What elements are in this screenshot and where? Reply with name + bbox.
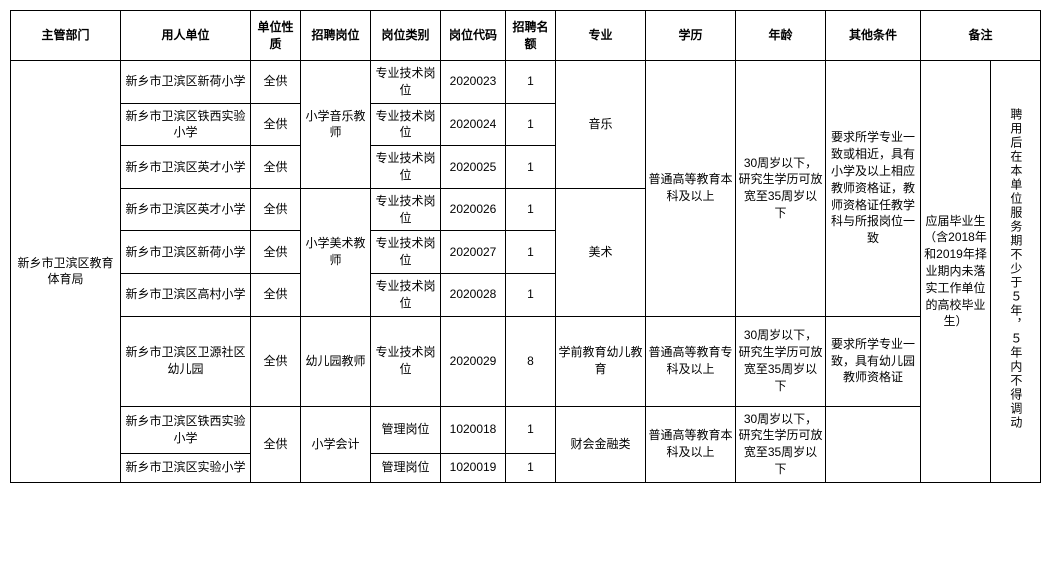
cell-position: 幼儿园教师 [301, 316, 371, 406]
cell-edu: 普通高等教育本科及以上 [646, 406, 736, 482]
table-row: 新乡市卫滨区教育体育局 新乡市卫滨区新荷小学 全供 小学音乐教师 专业技术岗位 … [11, 61, 1041, 104]
header-category: 岗位类别 [371, 11, 441, 61]
header-code: 岗位代码 [441, 11, 506, 61]
cell-category: 专业技术岗位 [371, 61, 441, 104]
cell-other [826, 406, 921, 482]
cell-category: 专业技术岗位 [371, 188, 441, 231]
cell-category: 专业技术岗位 [371, 231, 441, 274]
cell-remark2: 聘用后在本单位服务期不少于５年，５年内不得调动 [991, 61, 1041, 483]
header-remark: 备注 [921, 11, 1041, 61]
cell-age: 30周岁以下，研究生学历可放宽至35周岁以下 [736, 406, 826, 482]
cell-other: 要求所学专业一致或相近，具有小学及以上相应教师资格证，教师资格证任教学科与所报岗… [826, 61, 921, 317]
cell-category: 专业技术岗位 [371, 146, 441, 189]
header-nature: 单位性质 [251, 11, 301, 61]
cell-category: 专业技术岗位 [371, 273, 441, 316]
cell-category: 专业技术岗位 [371, 316, 441, 406]
cell-quota: 1 [506, 103, 556, 146]
cell-unit: 新乡市卫滨区卫源社区幼儿园 [121, 316, 251, 406]
cell-unit: 新乡市卫滨区新荷小学 [121, 231, 251, 274]
cell-major: 学前教育幼儿教育 [556, 316, 646, 406]
cell-code: 1020018 [441, 406, 506, 453]
cell-other: 要求所学专业一致，具有幼儿园教师资格证 [826, 316, 921, 406]
cell-age: 30周岁以下，研究生学历可放宽至35周岁以下 [736, 316, 826, 406]
cell-nature: 全供 [251, 61, 301, 104]
cell-unit: 新乡市卫滨区英才小学 [121, 188, 251, 231]
cell-position: 小学美术教师 [301, 188, 371, 316]
cell-unit: 新乡市卫滨区新荷小学 [121, 61, 251, 104]
cell-code: 2020023 [441, 61, 506, 104]
cell-category: 管理岗位 [371, 454, 441, 483]
cell-dept: 新乡市卫滨区教育体育局 [11, 61, 121, 483]
recruitment-table: 主管部门 用人单位 单位性质 招聘岗位 岗位类别 岗位代码 招聘名额 专业 学历… [10, 10, 1041, 483]
cell-quota: 1 [506, 61, 556, 104]
header-quota: 招聘名额 [506, 11, 556, 61]
cell-edu: 普通高等教育本科及以上 [646, 61, 736, 317]
cell-category: 专业技术岗位 [371, 103, 441, 146]
cell-position: 小学会计 [301, 406, 371, 482]
cell-quota: 1 [506, 273, 556, 316]
cell-code: 2020029 [441, 316, 506, 406]
table-row: 新乡市卫滨区卫源社区幼儿园 全供 幼儿园教师 专业技术岗位 2020029 8 … [11, 316, 1041, 406]
cell-nature: 全供 [251, 231, 301, 274]
cell-remark1: 应届毕业生（含2018年和2019年择业期内未落实工作单位的高校毕业生） [921, 61, 991, 483]
header-major: 专业 [556, 11, 646, 61]
header-other: 其他条件 [826, 11, 921, 61]
header-age: 年龄 [736, 11, 826, 61]
cell-quota: 1 [506, 231, 556, 274]
cell-code: 1020019 [441, 454, 506, 483]
header-position: 招聘岗位 [301, 11, 371, 61]
cell-major: 音乐 [556, 61, 646, 189]
cell-category: 管理岗位 [371, 406, 441, 453]
cell-age: 30周岁以下，研究生学历可放宽至35周岁以下 [736, 61, 826, 317]
cell-nature: 全供 [251, 273, 301, 316]
cell-quota: 8 [506, 316, 556, 406]
cell-unit: 新乡市卫滨区高村小学 [121, 273, 251, 316]
cell-nature: 全供 [251, 316, 301, 406]
cell-nature: 全供 [251, 103, 301, 146]
cell-unit: 新乡市卫滨区铁西实验小学 [121, 103, 251, 146]
cell-position: 小学音乐教师 [301, 61, 371, 189]
header-edu: 学历 [646, 11, 736, 61]
cell-nature: 全供 [251, 146, 301, 189]
cell-quota: 1 [506, 146, 556, 189]
cell-nature: 全供 [251, 188, 301, 231]
cell-nature: 全供 [251, 406, 301, 482]
cell-quota: 1 [506, 406, 556, 453]
cell-code: 2020027 [441, 231, 506, 274]
cell-code: 2020024 [441, 103, 506, 146]
cell-unit: 新乡市卫滨区铁西实验小学 [121, 406, 251, 453]
cell-quota: 1 [506, 454, 556, 483]
cell-unit: 新乡市卫滨区英才小学 [121, 146, 251, 189]
cell-code: 2020025 [441, 146, 506, 189]
cell-major: 财会金融类 [556, 406, 646, 482]
cell-unit: 新乡市卫滨区实验小学 [121, 454, 251, 483]
cell-code: 2020026 [441, 188, 506, 231]
header-unit: 用人单位 [121, 11, 251, 61]
cell-major: 美术 [556, 188, 646, 316]
cell-quota: 1 [506, 188, 556, 231]
header-dept: 主管部门 [11, 11, 121, 61]
cell-code: 2020028 [441, 273, 506, 316]
cell-edu: 普通高等教育专科及以上 [646, 316, 736, 406]
header-row: 主管部门 用人单位 单位性质 招聘岗位 岗位类别 岗位代码 招聘名额 专业 学历… [11, 11, 1041, 61]
table-row: 新乡市卫滨区铁西实验小学 全供 小学会计 管理岗位 1020018 1 财会金融… [11, 406, 1041, 453]
